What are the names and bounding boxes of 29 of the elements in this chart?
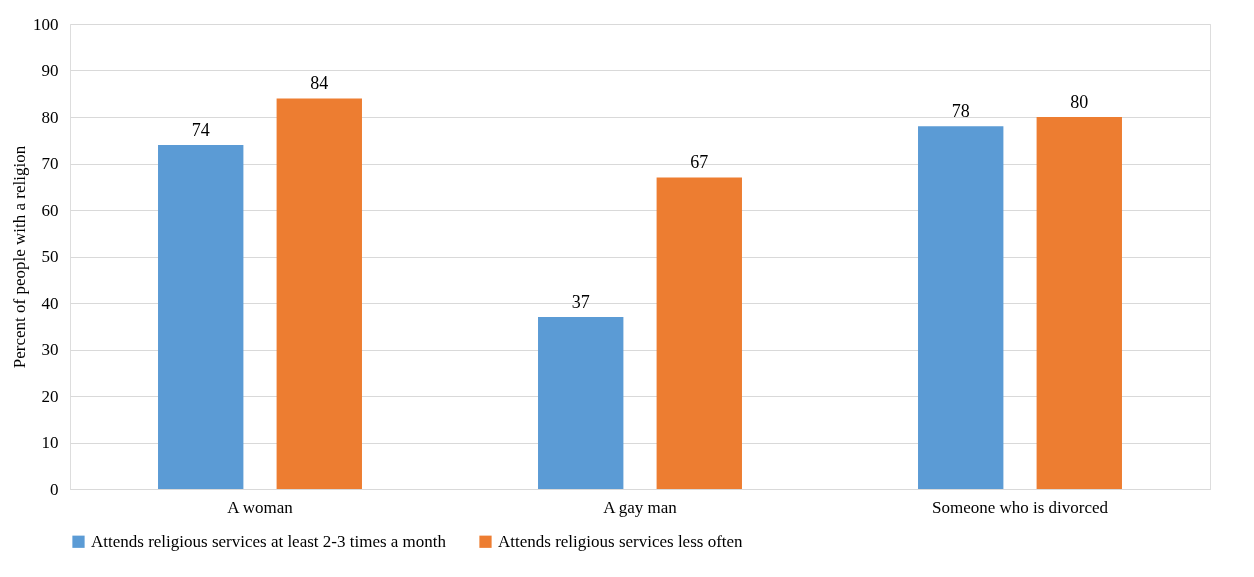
legend-label: Attends religious services less often bbox=[498, 531, 744, 551]
bar bbox=[538, 316, 624, 489]
y-tick-label: 30 bbox=[41, 340, 59, 359]
y-tick-label: 50 bbox=[41, 247, 59, 266]
bar bbox=[276, 98, 362, 489]
bar bbox=[1036, 117, 1122, 489]
data-label: 74 bbox=[191, 119, 210, 140]
bar bbox=[158, 144, 244, 489]
y-axis-title: Percent of people with a religion bbox=[10, 145, 29, 369]
data-label: 67 bbox=[690, 152, 709, 173]
y-tick-label: 100 bbox=[33, 14, 59, 34]
x-tick-label: A woman bbox=[227, 497, 294, 517]
bar bbox=[656, 177, 742, 489]
y-tick-label: 80 bbox=[41, 107, 59, 127]
y-tick-label: 70 bbox=[41, 154, 59, 173]
y-tick-label: 20 bbox=[41, 386, 59, 406]
y-tick-label: 90 bbox=[41, 61, 59, 80]
data-label: 84 bbox=[310, 73, 329, 94]
data-label: 78 bbox=[951, 101, 970, 122]
y-tick-label: 10 bbox=[41, 433, 59, 452]
data-label: 80 bbox=[1070, 92, 1089, 112]
y-tick-label: 60 bbox=[41, 200, 59, 220]
data-label: 37 bbox=[571, 291, 590, 312]
y-tick-label: 40 bbox=[41, 293, 59, 313]
bar bbox=[918, 126, 1004, 489]
x-tick-label: A gay man bbox=[603, 497, 678, 517]
y-tick-label: 0 bbox=[50, 479, 59, 499]
x-tick-label: Someone who is divorced bbox=[931, 497, 1109, 517]
legend-label: Attends religious services at least 2-3 times a month bbox=[91, 531, 447, 551]
